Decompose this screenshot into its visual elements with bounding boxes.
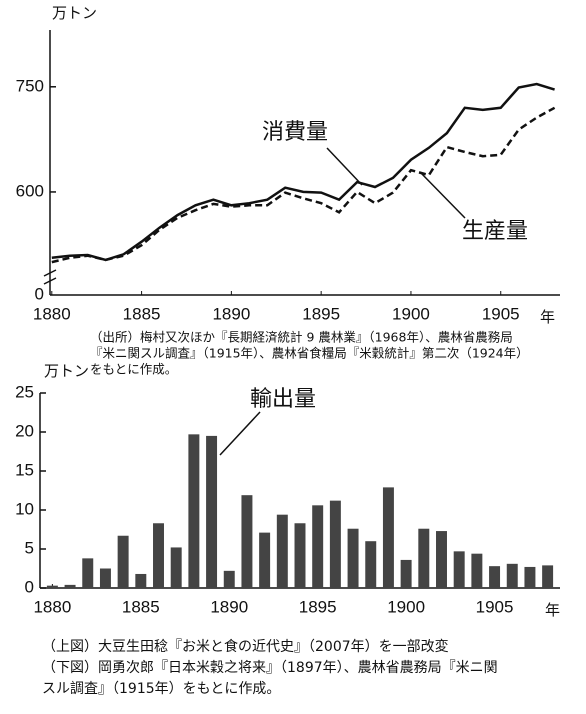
y-unit: 万トン [44,363,89,380]
source-line: をもとに作成。 [90,362,177,377]
bar [259,532,271,588]
bar [542,565,554,588]
bar [117,535,129,588]
bar [365,541,377,588]
bar [347,528,359,588]
bar [46,585,58,588]
bar [170,547,182,588]
y-tick-label: 750 [16,76,44,95]
bar [400,559,412,588]
note-line: スル調査』（1915年）をもとに作成。 [42,681,280,697]
y-tick-label: 600 [16,181,44,200]
x-unit: 年 [540,309,555,326]
bar [188,434,200,588]
x-tick-label: 1880 [33,597,71,616]
x-tick-label: 1905 [476,597,514,616]
bar [64,584,76,588]
line [51,106,556,264]
series-label: 生産量 [462,219,528,244]
axis-break-label: 0 [35,284,44,303]
y-tick-label: 5 [25,538,34,557]
x-tick-label: 1895 [299,597,337,616]
bar [82,558,94,588]
bar [223,570,235,588]
note-line: （上図）大豆生田稔『お米と食の近代史』（2007年）を一部改変 [42,638,449,655]
bar [276,514,288,588]
bar [436,531,447,588]
bar [506,563,518,588]
bar [489,566,501,588]
source-line: （出所）梅村又次ほか『長期経済統計 9 農林業』（1968年）、農林省農務局 [90,330,513,345]
line [51,82,555,262]
bar [418,528,430,588]
source-line: 『米ニ関スル調査』（1915年）、農林省食糧局『米穀統計』第二次（1924年） [90,346,529,361]
x-tick-label: 1905 [482,304,520,323]
x-tick-label: 1885 [122,597,160,616]
bar [453,551,465,588]
bar [382,487,394,588]
bar [153,523,164,588]
bar [524,566,536,588]
x-tick-label: 1885 [123,304,161,323]
x-unit: 年 [545,602,560,619]
y-tick-label: 25 [15,382,34,401]
bar [294,523,306,588]
bar [135,573,147,588]
leader-line [219,411,261,456]
bar [471,553,483,588]
x-tick-label: 1900 [387,597,425,616]
x-tick-label: 1895 [302,304,340,323]
leader-line [326,147,363,186]
note-line: （下図）岡勇次郎『日本米穀之将来』（1897年）、農林省農務局『米ニ関 [42,660,498,676]
x-tick-label: 1880 [33,304,71,323]
bar [206,435,218,588]
x-tick-label: 1890 [212,304,250,323]
y-tick-label: 0 [25,577,34,596]
bar [99,568,111,588]
x-tick-label: 1890 [210,597,248,616]
bar [241,495,253,588]
x-tick-label: 1900 [392,304,430,323]
series-label: 消費量 [262,120,328,145]
y-tick-label: 10 [15,499,34,518]
y-tick-label: 20 [15,421,34,440]
annotation: 輸出量 [250,387,316,412]
y-tick-label: 15 [15,460,34,479]
leader-line [419,171,466,219]
bar [329,500,341,588]
y-unit: 万トン [52,5,97,22]
bar [312,505,324,588]
